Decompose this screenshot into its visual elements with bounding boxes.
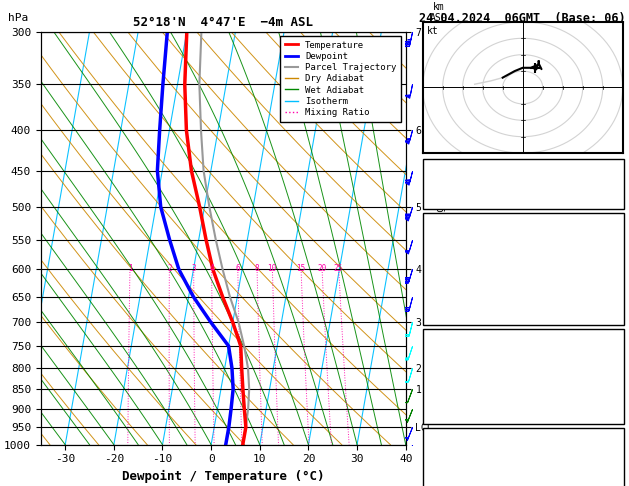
Text: Most Unstable: Most Unstable — [482, 330, 564, 341]
Text: 3: 3 — [615, 245, 621, 256]
Text: 15: 15 — [296, 263, 306, 273]
Text: Hodograph: Hodograph — [495, 430, 552, 440]
Text: SREH: SREH — [426, 460, 451, 470]
Text: StmDir: StmDir — [426, 476, 464, 486]
Text: 292: 292 — [602, 361, 621, 371]
Text: 25: 25 — [334, 263, 343, 273]
Text: 7: 7 — [615, 308, 621, 318]
Text: 35°: 35° — [602, 476, 621, 486]
Text: θe (K): θe (K) — [426, 361, 464, 371]
Text: EH: EH — [426, 445, 438, 455]
Text: 1: 1 — [128, 263, 132, 273]
Text: 24.04.2024  06GMT  (Base: 06): 24.04.2024 06GMT (Base: 06) — [419, 12, 625, 25]
Text: 78: 78 — [608, 460, 621, 470]
Text: CIN (J): CIN (J) — [426, 407, 470, 417]
Text: PW (cm): PW (cm) — [426, 192, 470, 203]
Text: 52: 52 — [608, 177, 621, 187]
Text: CAPE (J): CAPE (J) — [426, 292, 476, 302]
Y-axis label: Mixing Ratio (g/kg): Mixing Ratio (g/kg) — [436, 182, 446, 294]
Text: 5: 5 — [615, 277, 621, 287]
Text: 8: 8 — [255, 263, 259, 273]
Text: 4: 4 — [209, 263, 214, 273]
Legend: Temperature, Dewpoint, Parcel Trajectory, Dry Adiabat, Wet Adiabat, Isotherm, Mi: Temperature, Dewpoint, Parcel Trajectory… — [280, 36, 401, 122]
Text: θe(K): θe(K) — [426, 261, 457, 271]
X-axis label: Dewpoint / Temperature (°C): Dewpoint / Temperature (°C) — [122, 470, 325, 483]
Text: CIN (J): CIN (J) — [426, 308, 470, 318]
Text: 0: 0 — [615, 292, 621, 302]
Text: 4: 4 — [615, 376, 621, 386]
Text: 292: 292 — [602, 261, 621, 271]
Text: 84: 84 — [608, 445, 621, 455]
Text: kt: kt — [426, 26, 438, 36]
Text: 750: 750 — [602, 345, 621, 355]
Text: Dewp (°C): Dewp (°C) — [426, 245, 482, 256]
Text: Lifted Index: Lifted Index — [426, 277, 501, 287]
Text: Totals Totals: Totals Totals — [426, 177, 507, 187]
Text: K: K — [426, 161, 432, 172]
Text: 3: 3 — [191, 263, 196, 273]
Text: 20: 20 — [317, 263, 326, 273]
Text: Pressure (mb): Pressure (mb) — [426, 345, 507, 355]
Text: hPa: hPa — [8, 13, 28, 23]
Text: 6: 6 — [235, 263, 240, 273]
Text: km
ASL: km ASL — [430, 2, 447, 23]
Text: 10: 10 — [267, 263, 277, 273]
Text: Lifted Index: Lifted Index — [426, 376, 501, 386]
Text: 19: 19 — [608, 161, 621, 172]
Text: Temp (°C): Temp (°C) — [426, 230, 482, 240]
Title: 52°18'N  4°47'E  −4m ASL: 52°18'N 4°47'E −4m ASL — [133, 16, 313, 29]
Text: 0: 0 — [615, 407, 621, 417]
Text: 6.5: 6.5 — [602, 230, 621, 240]
Text: 1.17: 1.17 — [596, 192, 621, 203]
Text: 0: 0 — [615, 392, 621, 402]
Text: Surface: Surface — [501, 215, 545, 226]
Text: CAPE (J): CAPE (J) — [426, 392, 476, 402]
Text: 2: 2 — [167, 263, 172, 273]
